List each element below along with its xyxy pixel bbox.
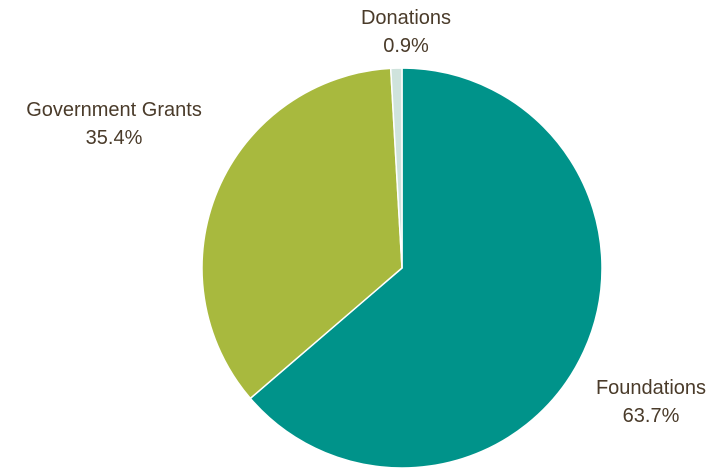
pie-slice-government-grants — [201, 67, 403, 400]
slice-name-donations: Donations — [361, 7, 451, 29]
slice-label-donations: Donations 0.9% — [361, 7, 451, 57]
slice-name-foundations: Foundations — [596, 377, 706, 399]
slice-label-government-grants: Government Grants 35.4% — [26, 99, 202, 149]
slices-layer — [201, 67, 603, 469]
pie-slice-donations — [389, 67, 403, 269]
slice-value-government-grants: 35.4% — [86, 127, 143, 149]
slice-name-government-grants: Government Grants — [26, 99, 202, 121]
slice-value-donations: 0.9% — [383, 35, 429, 57]
slice-label-foundations: Foundations 63.7% — [596, 377, 706, 427]
pie-slice-foundations — [249, 67, 603, 469]
slice-value-foundations: 63.7% — [623, 405, 680, 427]
